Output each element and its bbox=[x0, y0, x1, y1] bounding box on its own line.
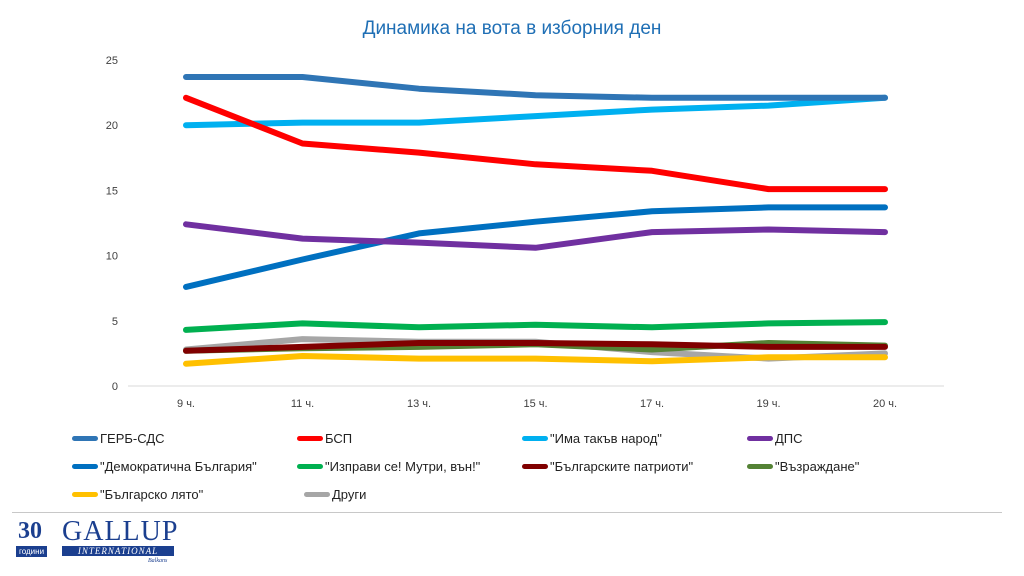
legend-item: "Възраждане" bbox=[747, 452, 972, 480]
legend-swatch bbox=[297, 435, 323, 441]
legend-swatch bbox=[747, 435, 773, 441]
legend-swatch bbox=[522, 435, 548, 441]
logo-brand: GALLUP bbox=[62, 516, 179, 547]
logo-region: Balkans bbox=[148, 558, 168, 564]
y-tick-label: 5 bbox=[112, 316, 118, 328]
x-tick-label: 9 ч. bbox=[177, 398, 195, 410]
y-tick-label: 20 bbox=[106, 120, 118, 132]
legend-swatch bbox=[72, 435, 98, 441]
legend-label: "Българските патриоти" bbox=[550, 458, 694, 474]
legend-label: "Възраждане" bbox=[775, 458, 860, 474]
legend-swatch bbox=[522, 463, 548, 469]
x-tick-label: 11 ч. bbox=[291, 398, 314, 410]
y-tick-label: 15 bbox=[106, 185, 118, 197]
legend-item: "Демократична България" bbox=[72, 452, 297, 480]
series-line bbox=[183, 74, 888, 101]
legend-swatch bbox=[747, 463, 773, 469]
gallup-logo: 30 години GALLUP INTERNATIONAL Balkans bbox=[16, 516, 186, 568]
series-line bbox=[183, 319, 888, 333]
y-tick-label: 10 bbox=[106, 251, 118, 263]
chart-title: Динамика на вота в изборния ден bbox=[362, 18, 662, 39]
y-tick-label: 0 bbox=[112, 381, 118, 393]
series-line bbox=[183, 204, 888, 290]
legend-row: "Българско лято" Други bbox=[72, 480, 972, 508]
x-tick-label: 17 ч. bbox=[640, 398, 664, 410]
series-line bbox=[183, 94, 888, 129]
series-layer bbox=[183, 74, 888, 367]
legend-label: ДПС bbox=[775, 430, 803, 446]
legend-item: Други bbox=[304, 480, 536, 508]
legend-label: БСП bbox=[325, 430, 353, 446]
legend-item: ДПС bbox=[747, 424, 972, 452]
legend-swatch bbox=[72, 463, 98, 469]
legend-label: ГЕРБ-СДС bbox=[100, 430, 165, 446]
series-line bbox=[183, 353, 888, 367]
x-tick-label: 20 ч. bbox=[873, 398, 897, 410]
line-chart: 0 5 10 15 20 25 9 ч. 11 ч. 13 ч. 15 ч. 17 ч. 19 ч. 2… bbox=[106, 55, 944, 410]
x-tick-label: 19 ч. bbox=[756, 398, 780, 410]
series-line bbox=[183, 221, 888, 251]
logo-anniversary-label: години bbox=[16, 546, 48, 557]
series-line bbox=[183, 94, 888, 193]
legend-item: ГЕРБ-СДС bbox=[72, 424, 297, 452]
x-tick-label: 15 ч. bbox=[523, 398, 547, 410]
footer-divider bbox=[12, 512, 1002, 513]
legend-label: "Има такъв народ" bbox=[550, 430, 662, 446]
legend-item: "Има такъв народ" bbox=[522, 424, 747, 452]
axis-layer: 0 5 10 15 20 25 9 ч. 11 ч. 13 ч. 15 ч. 17 ч. 19 ч. 2… bbox=[106, 55, 944, 410]
logo-anniversary-number: 30 bbox=[18, 518, 42, 544]
legend-swatch bbox=[297, 463, 323, 469]
legend-row: "Демократична България" "Изправи се! Мутр… bbox=[72, 452, 972, 480]
legend-label: "Изправи се! Мутри, вън!" bbox=[325, 458, 481, 474]
legend-swatch bbox=[72, 491, 98, 497]
chart-legend: ГЕРБ-СДС БСП "Има такъв народ" ДПС "Демократ… bbox=[72, 424, 972, 508]
legend-label: "Демократична България" bbox=[100, 458, 257, 474]
legend-item: "Българските патриоти" bbox=[522, 452, 747, 480]
logo-international: INTERNATIONAL bbox=[62, 546, 174, 556]
legend-item: "Българско лято" bbox=[72, 480, 304, 508]
legend-swatch bbox=[304, 491, 330, 497]
legend-item: "Изправи се! Мутри, вън!" bbox=[297, 452, 522, 480]
y-tick-label: 25 bbox=[106, 55, 118, 67]
legend-item: БСП bbox=[297, 424, 522, 452]
legend-label: "Българско лято" bbox=[100, 486, 204, 502]
x-tick-label: 13 ч. bbox=[407, 398, 431, 410]
series-line bbox=[183, 340, 888, 354]
legend-row: ГЕРБ-СДС БСП "Има такъв народ" ДПС bbox=[72, 424, 972, 452]
legend-label: Други bbox=[332, 486, 367, 502]
